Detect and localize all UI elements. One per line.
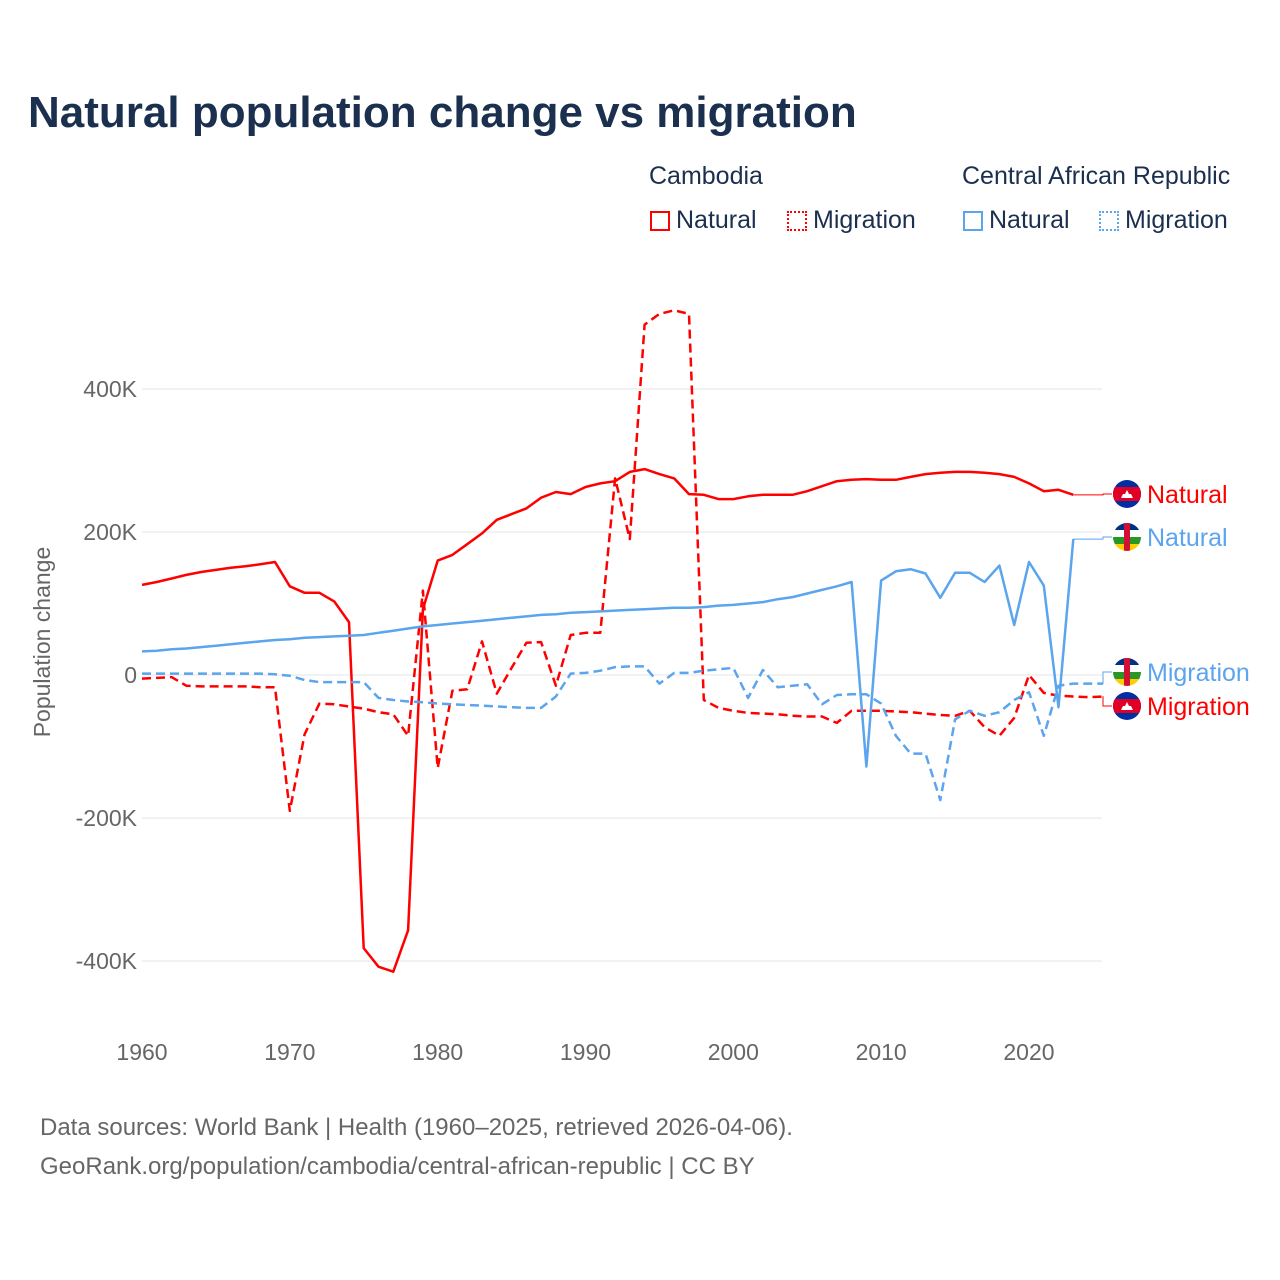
series-line-car-migration (142, 665, 1103, 802)
legend-swatch-dotted (787, 210, 807, 231)
y-tick-label: 0 (124, 662, 137, 688)
label-connector (1073, 493, 1112, 496)
flag-body (1113, 658, 1141, 686)
series-line-car-natural (141, 538, 1075, 768)
footer-link[interactable]: GeoRank.org/population/cambodia/central-… (40, 1153, 755, 1180)
end-label: Migration (1147, 693, 1250, 721)
label-connector (1102, 671, 1112, 685)
legend-label: Migration (813, 206, 916, 234)
flag-vertical-stripe (1124, 523, 1130, 551)
x-tick-label: 1980 (412, 1039, 463, 1065)
legend-cambodia-natural[interactable]: Natural (650, 206, 757, 235)
legend-group-car: Central African Republic (962, 162, 1231, 190)
y-tick-label: 400K (83, 376, 137, 402)
legend-cambodia-migration[interactable]: Migration (787, 206, 916, 235)
series-line-cambodia-migration (141, 309, 1103, 813)
end-label: Natural (1147, 524, 1228, 552)
end-label: Migration (1147, 659, 1250, 687)
legend-label: Natural (676, 206, 757, 234)
flag-temple (1121, 490, 1133, 498)
flag-body (1113, 692, 1141, 720)
legend-car-natural[interactable]: Natural (963, 206, 1070, 235)
cambodia-flag-icon (1113, 692, 1141, 720)
end-label: Natural (1147, 481, 1228, 509)
flag-vertical-stripe (1124, 658, 1130, 686)
legend-swatch-solid (963, 210, 983, 231)
footer-sources: Data sources: World Bank | Health (1960–… (40, 1114, 793, 1141)
y-tick-label: -200K (76, 805, 138, 831)
flag-temple (1121, 702, 1133, 710)
series-line-cambodia-natural (141, 467, 1074, 973)
cambodia-flag-icon (1113, 480, 1141, 508)
car-flag-icon (1113, 658, 1141, 686)
footer: Data sources: World Bank | Health (1960–… (40, 1108, 793, 1186)
legend-group-cambodia: Cambodia (649, 162, 763, 190)
x-tick-label: 1970 (264, 1039, 315, 1065)
x-tick-label: 2020 (1003, 1039, 1054, 1065)
label-connector (1102, 695, 1112, 707)
legend-car-migration[interactable]: Migration (1099, 206, 1228, 235)
legend-swatch-dotted (1099, 210, 1119, 231)
x-tick-label: 1990 (560, 1039, 611, 1065)
car-flag-icon (1113, 523, 1141, 551)
label-connector (1073, 536, 1112, 540)
y-tick-label: 200K (83, 519, 137, 545)
x-tick-label: 2000 (708, 1039, 759, 1065)
y-tick-label: -400K (76, 948, 138, 974)
legend-label: Migration (1125, 206, 1228, 234)
y-axis-label: Population change (29, 547, 55, 738)
flag-body (1113, 480, 1141, 508)
x-tick-label: 2010 (856, 1039, 907, 1065)
legend-label: Natural (989, 206, 1070, 234)
flag-body (1113, 523, 1141, 551)
chart-title: Natural population change vs migration (28, 88, 857, 137)
x-tick-label: 1960 (116, 1039, 167, 1065)
legend-swatch-solid (650, 210, 670, 231)
